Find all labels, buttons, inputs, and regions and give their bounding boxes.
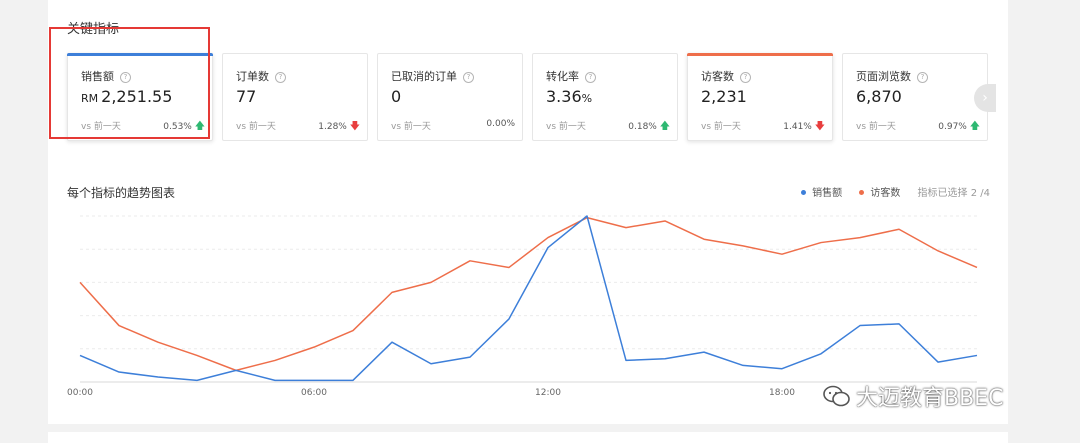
series-line[interactable] bbox=[79, 215, 978, 382]
card-value: RM 2,251.55 bbox=[81, 87, 172, 106]
legend-item-sales[interactable]: 销售额 bbox=[801, 188, 842, 199]
card-accent-bar bbox=[687, 53, 833, 56]
metric-card[interactable]: 销售额? RM 2,251.55 vs 前一天 0.53% 🡅 bbox=[67, 53, 213, 141]
card-value: 2,231 bbox=[701, 87, 747, 106]
card-value: 77 bbox=[236, 87, 256, 106]
arrow-up-icon: 🡅 bbox=[194, 121, 205, 132]
highlight-box bbox=[49, 27, 210, 139]
card-compare: vs 前一天 bbox=[701, 122, 741, 132]
chart-title: 每个指标的趋势图表 bbox=[67, 186, 176, 200]
arrow-up-icon: 🡅 bbox=[969, 121, 980, 132]
selected-count[interactable]: 指标已选择 2 /4 bbox=[917, 188, 990, 199]
card-delta: 1.28% 🡇 bbox=[318, 119, 360, 136]
card-compare: vs 前一天 bbox=[856, 122, 896, 132]
currency-prefix: RM bbox=[81, 92, 99, 105]
metric-card[interactable]: 页面浏览数? 6,870 vs 前一天 0.97% 🡅 bbox=[842, 53, 988, 141]
card-compare: vs 前一天 bbox=[391, 122, 431, 132]
card-accent-bar bbox=[67, 53, 213, 56]
help-icon[interactable]: ? bbox=[917, 72, 928, 83]
card-name: 订单数? bbox=[236, 68, 286, 84]
card-value-number: 2,251.55 bbox=[101, 87, 173, 106]
help-icon[interactable]: ? bbox=[463, 72, 474, 83]
metric-card[interactable]: 访客数? 2,231 vs 前一天 1.41% 🡇 bbox=[687, 53, 833, 141]
section-title: 关键指标 bbox=[67, 22, 120, 37]
wechat-logo-icon bbox=[823, 385, 850, 407]
help-icon[interactable]: ? bbox=[740, 72, 751, 83]
help-icon[interactable]: ? bbox=[585, 72, 596, 83]
card-name: 访客数? bbox=[701, 68, 751, 84]
card-value-number: 2,231 bbox=[701, 87, 747, 106]
legend-dot-icon bbox=[859, 190, 865, 195]
help-icon[interactable]: ? bbox=[120, 72, 131, 83]
arrow-up-icon: 🡅 bbox=[659, 121, 670, 132]
card-value-number: 6,870 bbox=[856, 87, 902, 106]
card-compare: vs 前一天 bbox=[546, 122, 586, 132]
card-delta: 0.53% 🡅 bbox=[163, 119, 205, 136]
legend-item-visitors[interactable]: 访客数 bbox=[859, 188, 900, 199]
watermark-text: 大迈教育BBEC bbox=[856, 386, 1004, 411]
card-name-label: 转化率 bbox=[546, 70, 579, 83]
card-delta-value: 0.00% bbox=[486, 119, 515, 129]
x-tick-label: 00:00 bbox=[67, 388, 93, 398]
x-tick-label: 12:00 bbox=[535, 388, 561, 398]
card-name-label: 销售额 bbox=[81, 70, 114, 83]
watermark: 大迈教育BBEC bbox=[822, 380, 1052, 416]
card-compare: vs 前一天 bbox=[81, 122, 121, 132]
legend-dot-icon bbox=[801, 190, 807, 195]
arrow-down-icon: 🡇 bbox=[814, 121, 825, 132]
value-suffix: % bbox=[581, 92, 593, 105]
card-name: 转化率? bbox=[546, 68, 596, 84]
card-delta-value: 1.41% bbox=[783, 122, 812, 132]
x-tick-label: 18:00 bbox=[769, 388, 795, 398]
card-name: 销售额? bbox=[81, 68, 131, 84]
card-value: 3.36% bbox=[546, 87, 592, 106]
card-delta: 1.41% 🡇 bbox=[783, 119, 825, 136]
card-delta-value: 0.53% bbox=[163, 122, 192, 132]
metric-card[interactable]: 已取消的订单? 0 vs 前一天 0.00% bbox=[377, 53, 523, 141]
card-name-label: 页面浏览数 bbox=[856, 70, 911, 83]
next-arrow-icon[interactable]: › bbox=[974, 84, 996, 112]
card-value-number: 77 bbox=[236, 87, 257, 106]
help-icon[interactable]: ? bbox=[275, 72, 286, 83]
card-name: 页面浏览数? bbox=[856, 68, 928, 84]
card-delta: 0.97% 🡅 bbox=[938, 119, 980, 136]
card-delta: 0.00% bbox=[486, 119, 515, 129]
series-line[interactable] bbox=[79, 216, 978, 372]
card-name-label: 已取消的订单 bbox=[391, 70, 457, 83]
card-delta-value: 1.28% bbox=[318, 122, 347, 132]
card-delta: 0.18% 🡅 bbox=[628, 119, 670, 136]
card-name-label: 订单数 bbox=[236, 70, 269, 83]
x-tick-label: 06:00 bbox=[301, 388, 327, 398]
card-value-number: 0 bbox=[391, 87, 402, 106]
card-value-number: 3.36 bbox=[546, 87, 582, 106]
chart-legend: 销售额 访客数 指标已选择 2 /4 bbox=[801, 184, 990, 199]
card-compare: vs 前一天 bbox=[236, 122, 276, 132]
card-delta-value: 0.18% bbox=[628, 122, 657, 132]
next-panel bbox=[48, 432, 1008, 443]
card-delta-value: 0.97% bbox=[938, 122, 967, 132]
legend-label: 访客数 bbox=[870, 188, 901, 199]
metric-card[interactable]: 订单数? 77 vs 前一天 1.28% 🡇 bbox=[222, 53, 368, 141]
legend-label: 销售额 bbox=[812, 188, 843, 199]
card-value: 0 bbox=[391, 87, 401, 106]
card-value: 6,870 bbox=[856, 87, 902, 106]
card-name-label: 访客数 bbox=[701, 70, 734, 83]
metric-card[interactable]: 转化率? 3.36% vs 前一天 0.18% 🡅 bbox=[532, 53, 678, 141]
card-name: 已取消的订单? bbox=[391, 68, 474, 84]
arrow-down-icon: 🡇 bbox=[349, 121, 360, 132]
